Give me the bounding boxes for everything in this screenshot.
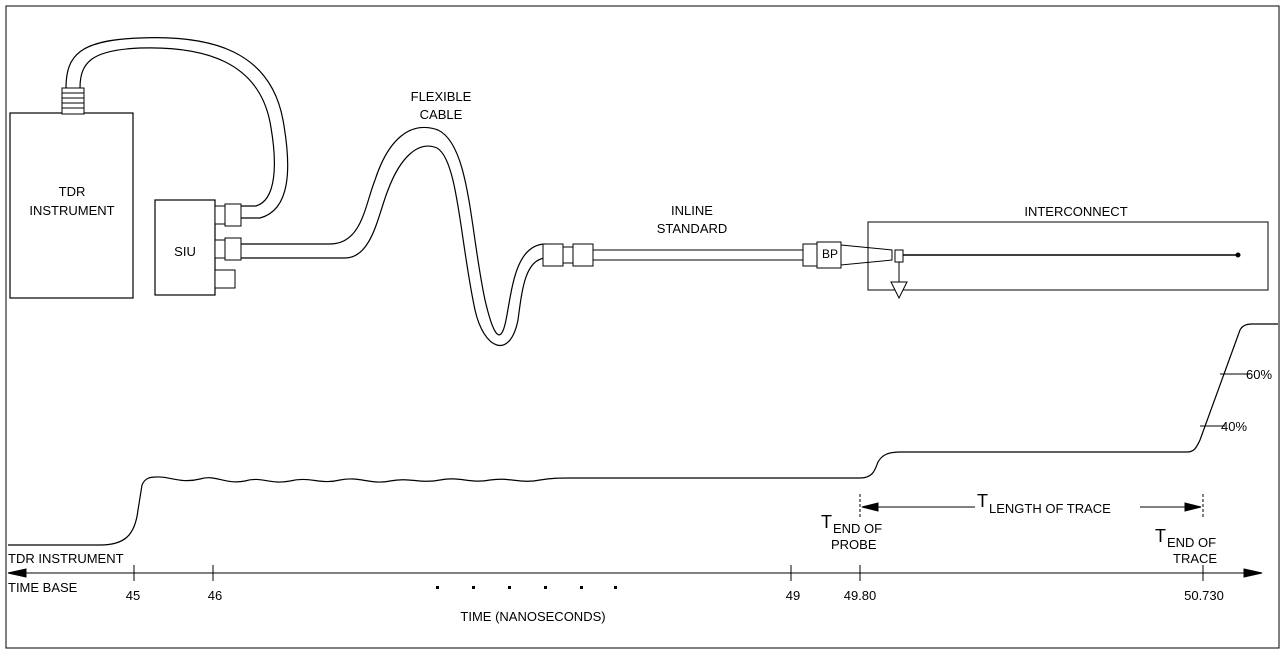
sixty-percent-label: 60% [1246,367,1272,382]
siu-connectors [214,203,242,289]
t-end-trace-symbol: T [1155,526,1166,546]
time-axis [7,565,1263,581]
flexible-cable-label-2: CABLE [420,107,463,122]
tdr-waveform [8,323,1278,546]
t-length-label: LENGTH OF TRACE [989,501,1111,516]
tick-label-45: 45 [126,588,140,603]
t-end-probe-line2: PROBE [831,537,877,552]
tick-label-49: 49 [786,588,800,603]
tdr-instrument-label-2: INSTRUMENT [29,203,114,218]
flexible-cable [241,126,546,347]
tick-label-50-730: 50.730 [1184,588,1224,603]
length-dimension [859,494,1204,518]
siu-label: SIU [174,244,196,259]
diagram-frame [5,5,1280,649]
t-end-trace-line2: TRACE [1173,551,1217,566]
inline-standard-label-1: INLINE [671,203,713,218]
forty-percent-label: 40% [1221,419,1247,434]
probe-tip-text: BP [822,247,838,261]
axis-break-dots [436,586,617,589]
interconnect-trace [894,249,1241,282]
interconnect-box [867,221,1269,291]
flexible-cable-label-1: FLEXIBLE [411,89,472,104]
instrument-cable [65,37,289,219]
t-end-trace-sub: END OF [1167,535,1216,550]
inline-standard [542,241,893,269]
inline-standard-label-2: STANDARD [657,221,728,236]
time-base-label-2: TIME BASE [8,580,78,595]
t-end-probe-sub: END OF [833,521,882,536]
tdr-instrument-box [9,112,134,299]
tdr-instrument-label-1: TDR [59,184,86,199]
tick-label-46: 46 [208,588,222,603]
tick-label-49-80: 49.80 [844,588,877,603]
t-length-symbol: T [977,491,988,511]
instrument-connector [61,87,85,115]
time-base-label-1: TDR INSTRUMENT [8,551,124,566]
time-axis-label: TIME (NANOSECONDS) [460,609,605,624]
t-end-probe-symbol: T [821,512,832,532]
ground-icon [890,281,908,300]
interconnect-label: INTERCONNECT [1024,204,1127,219]
